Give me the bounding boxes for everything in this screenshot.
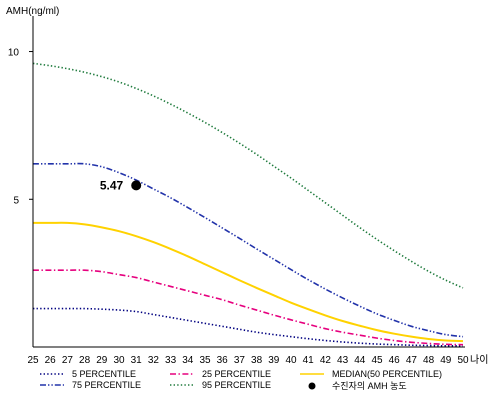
y-tick-label: 10 (8, 48, 20, 59)
x-axis-label: 나이 (470, 354, 488, 366)
x-tick-label: 41 (303, 355, 315, 366)
x-tick-label: 50 (457, 355, 469, 366)
x-tick-label: 33 (165, 355, 177, 366)
patient-amh-value-label: 5.47 (100, 178, 124, 192)
x-tick-label: 38 (251, 355, 263, 366)
y-axis-label: AMH(ng/ml) (6, 6, 59, 17)
x-tick-label: 44 (354, 355, 366, 366)
patient-point-group: 5.47 (100, 178, 142, 192)
x-tick-label: 37 (234, 355, 246, 366)
x-tick-label: 34 (182, 355, 194, 366)
legend: 5 PERCENTILE 25 PERCENTILE MEDIAN(50 PERCE… (40, 369, 442, 391)
series-line (33, 307, 464, 347)
chart-series-group (32, 62, 464, 347)
x-tick-label: 25 (27, 355, 39, 366)
series-line (32, 62, 464, 289)
series-line (32, 269, 464, 346)
x-tick-label: 28 (79, 355, 91, 366)
x-tick-label: 48 (423, 355, 435, 366)
x-tick-label: 30 (113, 355, 125, 366)
axis-ticks-group: 5 10 25 26 27 28 29 30 31 32 33 34 35 36 37 38 39 40 41 42 4… (8, 48, 469, 366)
legend-label: 95 PERCENTILE (202, 380, 271, 390)
x-tick-label: 42 (320, 355, 332, 366)
x-tick-label: 27 (62, 355, 74, 366)
series-line (33, 162, 464, 338)
x-tick-label: 43 (337, 355, 349, 366)
legend-label: 5 PERCENTILE (72, 369, 136, 379)
patient-amh-point (131, 180, 142, 191)
legend-label: 75 PERCENTILE (72, 380, 141, 390)
x-tick-label: 49 (440, 355, 452, 366)
legend-label: 25 PERCENTILE (202, 369, 271, 379)
legend-point-marker (308, 382, 316, 390)
x-tick-label: 45 (371, 355, 383, 366)
x-tick-label: 40 (285, 355, 297, 366)
x-tick-label: 35 (199, 355, 211, 366)
legend-label: 수진자의 AMH 농도 (332, 381, 407, 391)
x-tick-label: 47 (406, 355, 418, 366)
x-tick-label: 39 (268, 355, 280, 366)
x-tick-label: 32 (148, 355, 160, 366)
legend-label: MEDIAN(50 PERCENTILE) (332, 369, 442, 379)
x-tick-label: 36 (217, 355, 229, 366)
x-tick-label: 29 (96, 355, 108, 366)
series-line (33, 221, 464, 343)
x-tick-label: 31 (131, 355, 143, 366)
x-tick-label: 46 (389, 355, 401, 366)
y-tick-label: 5 (13, 195, 19, 206)
x-tick-label: 26 (45, 355, 57, 366)
